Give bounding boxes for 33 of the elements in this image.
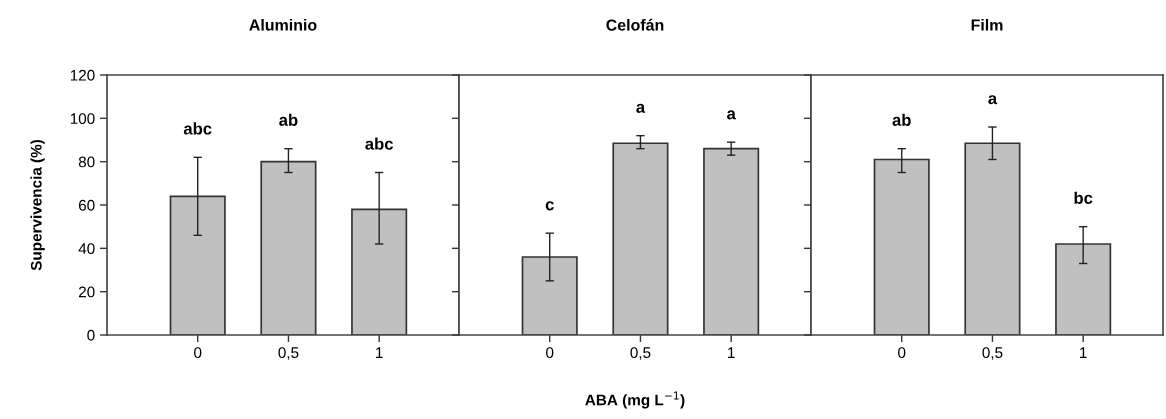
x-tick-label: 0,5 — [278, 347, 299, 360]
bar — [169, 195, 226, 335]
chart-title: Film — [971, 18, 1003, 31]
bar — [351, 208, 408, 335]
x-tick-label: 1 — [376, 347, 383, 358]
y-tick-label: 20 — [78, 286, 95, 298]
y-axis-title: Supervivencia (%) — [30, 139, 45, 271]
annotation: ab — [892, 113, 911, 126]
x-tick-label: 0 — [194, 347, 202, 359]
y-tick-label: 80 — [78, 156, 95, 168]
x-axis-title: ABA (mg L$^{−1}$) — [585, 391, 685, 409]
x-tick-label: 0 — [898, 347, 906, 359]
annotation: a — [988, 95, 998, 105]
annotation: c — [545, 201, 554, 211]
y-tick-label: 120 — [70, 69, 95, 81]
x-tick-label: 0,5 — [982, 347, 1003, 360]
x-tick-label: 1 — [728, 347, 735, 358]
y-tick-label: 0 — [87, 329, 95, 341]
x-tick-label: 0,5 — [630, 347, 651, 360]
annotation: a — [636, 103, 646, 113]
x-tick-label: 1 — [1080, 347, 1087, 358]
chart-title: Celofán — [606, 18, 664, 31]
y-tick-label: 100 — [70, 113, 95, 125]
annotation: ab — [279, 113, 298, 126]
annotation: abc — [365, 137, 394, 150]
y-tick-label: 40 — [78, 243, 95, 255]
x-tick-label: 0 — [546, 347, 554, 359]
annotation: abc — [183, 122, 212, 135]
annotation: bc — [1074, 191, 1093, 204]
annotation: a — [727, 110, 736, 120]
y-tick-label: 60 — [78, 199, 95, 211]
chart-title: Aluminio — [249, 18, 317, 31]
bar — [260, 160, 317, 335]
